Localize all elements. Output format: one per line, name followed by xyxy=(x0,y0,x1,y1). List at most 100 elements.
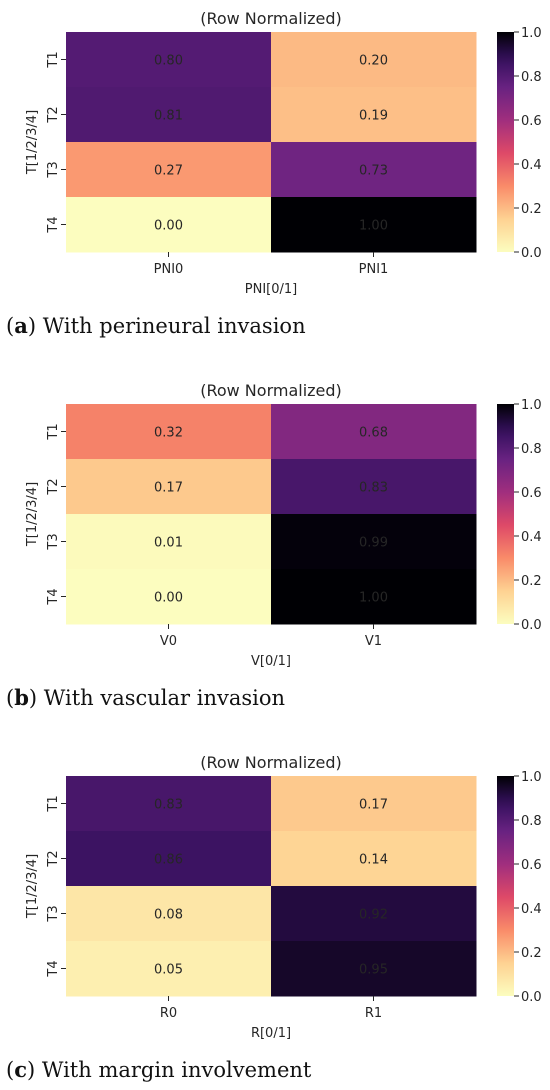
cell-value-label: 0.73 xyxy=(359,164,388,179)
colorbar-tick-label: 0.0 xyxy=(521,246,542,261)
heatmap-cell xyxy=(271,404,477,460)
heatmap-panel-perineural: (Row Normalized) 0.80 0.20 0.81 0.19 0.27 0.73… xyxy=(0,0,550,300)
heatmap-cell xyxy=(271,941,477,997)
heatmap-cell xyxy=(66,87,272,143)
cell-value-label: 0.81 xyxy=(154,109,183,124)
x-tick-label: PNI0 xyxy=(154,262,184,277)
caption-text: With vascular invasion xyxy=(43,686,286,710)
colorbar-tick-label: 0.6 xyxy=(521,114,542,129)
cell-value-label: 0.83 xyxy=(154,798,183,813)
heatmap-panel-margin: (Row Normalized) 0.83 0.17 0.86 0.14 0.08 0.92… xyxy=(0,744,550,1044)
y-tick-label: T3 xyxy=(46,905,61,922)
y-tick-label: T2 xyxy=(46,850,61,867)
y-tick-label: T1 xyxy=(46,51,61,68)
x-tick-label: PNI1 xyxy=(359,262,389,277)
heatmap-cell xyxy=(66,459,272,515)
colorbar-tick-label: 0.2 xyxy=(521,202,542,217)
x-tick-label: R1 xyxy=(365,1006,382,1021)
colorbar xyxy=(497,404,514,624)
colorbar-tick-label: 0.0 xyxy=(521,618,542,633)
cell-value-label: 0.99 xyxy=(359,536,388,551)
heatmap-cell xyxy=(66,404,272,460)
x-axis-label: PNI[0/1] xyxy=(245,282,297,297)
cell-value-label: 1.00 xyxy=(359,219,388,234)
cell-value-label: 0.68 xyxy=(359,426,388,441)
x-tick-label: V1 xyxy=(365,634,382,649)
cell-value-label: 0.80 xyxy=(154,54,183,69)
heatmap-cell xyxy=(271,197,477,253)
colorbar-tick-label: 0.2 xyxy=(521,946,542,961)
y-axis-label: T[1/2/3/4] xyxy=(25,854,40,919)
heatmap-cell xyxy=(66,514,272,570)
caption-perineural: (a) With perineural invasion xyxy=(6,313,306,338)
y-tick-label: T2 xyxy=(46,478,61,495)
cell-value-label: 0.05 xyxy=(154,963,183,978)
colorbar-tick-label: 0.4 xyxy=(521,158,542,173)
colorbar-tick-label: 1.0 xyxy=(521,770,542,785)
cell-value-label: 0.86 xyxy=(154,853,183,868)
heatmap-cell xyxy=(271,459,477,515)
cell-value-label: 0.08 xyxy=(154,908,183,923)
heatmap-cell xyxy=(66,197,272,253)
heatmap-cells: 0.83 0.17 0.86 0.14 0.08 0.92 0.05 0.95 xyxy=(66,776,477,997)
cell-value-label: 0.20 xyxy=(359,54,388,69)
heatmap-cell xyxy=(66,569,272,625)
caption-text: With perineural invasion xyxy=(42,314,306,338)
heatmap-cell xyxy=(271,87,477,143)
caption-text: With margin involvement xyxy=(41,1058,312,1082)
cell-value-label: 0.95 xyxy=(359,963,388,978)
heatmap-cell xyxy=(66,941,272,997)
colorbar-tick-label: 0.0 xyxy=(521,990,542,1005)
y-tick-label: T4 xyxy=(46,960,61,977)
y-tick-label: T1 xyxy=(46,423,61,440)
caption-letter: c xyxy=(14,1057,27,1082)
heatmap-cells: 0.32 0.68 0.17 0.83 0.01 0.99 0.00 1.00 xyxy=(66,404,477,625)
cell-value-label: 0.00 xyxy=(154,219,183,234)
colorbar xyxy=(497,32,514,252)
colorbar-tick-label: 0.8 xyxy=(521,814,542,829)
colorbar-tick-label: 0.2 xyxy=(521,574,542,589)
y-tick-label: T1 xyxy=(46,795,61,812)
x-tick-label: V0 xyxy=(160,634,177,649)
cell-value-label: 0.14 xyxy=(359,853,388,868)
chart-title: (Row Normalized) xyxy=(200,381,342,400)
cell-value-label: 0.17 xyxy=(359,798,388,813)
y-tick-label: T3 xyxy=(46,161,61,178)
heatmap-cell xyxy=(66,776,272,832)
heatmap-cell xyxy=(271,142,477,198)
cell-value-label: 0.01 xyxy=(154,536,183,551)
y-tick-label: T2 xyxy=(46,106,61,123)
heatmap-chart-margin: (Row Normalized) 0.83 0.17 0.86 0.14 0.08 0.92… xyxy=(25,753,542,1041)
heatmap-cells: 0.80 0.20 0.81 0.19 0.27 0.73 0.00 1.00 xyxy=(66,32,477,253)
caption-letter: a xyxy=(14,313,28,338)
y-tick-label: T3 xyxy=(46,533,61,550)
heatmap-cell xyxy=(271,32,477,88)
colorbar-tick-label: 0.6 xyxy=(521,858,542,873)
cell-value-label: 1.00 xyxy=(359,591,388,606)
heatmap-cell xyxy=(271,776,477,832)
heatmap-panel-vascular: (Row Normalized) 0.32 0.68 0.17 0.83 0.01 0.99… xyxy=(0,372,550,672)
colorbar-tick-label: 1.0 xyxy=(521,398,542,413)
colorbar-tick-label: 0.8 xyxy=(521,442,542,457)
y-tick-label: T4 xyxy=(46,588,61,605)
cell-value-label: 0.92 xyxy=(359,908,388,923)
chart-title: (Row Normalized) xyxy=(200,9,342,28)
cell-value-label: 0.27 xyxy=(154,164,183,179)
heatmap-chart-perineural: (Row Normalized) 0.80 0.20 0.81 0.19 0.27 0.73… xyxy=(25,9,542,297)
heatmap-cell xyxy=(66,831,272,887)
heatmap-cell xyxy=(271,514,477,570)
heatmap-cell xyxy=(66,886,272,942)
cell-value-label: 0.00 xyxy=(154,591,183,606)
y-axis-label: T[1/2/3/4] xyxy=(25,482,40,547)
colorbar-tick-label: 0.6 xyxy=(521,486,542,501)
heatmap-cell xyxy=(66,142,272,198)
heatmap-cell xyxy=(271,886,477,942)
x-axis-label: R[0/1] xyxy=(251,1026,291,1041)
heatmap-chart-vascular: (Row Normalized) 0.32 0.68 0.17 0.83 0.01 0.99… xyxy=(25,381,542,669)
caption-vascular: (b) With vascular invasion xyxy=(6,685,286,710)
y-axis-label: T[1/2/3/4] xyxy=(25,110,40,175)
x-axis-label: V[0/1] xyxy=(251,654,291,669)
heatmap-cell xyxy=(271,569,477,625)
cell-value-label: 0.17 xyxy=(154,481,183,496)
x-tick-label: R0 xyxy=(160,1006,177,1021)
